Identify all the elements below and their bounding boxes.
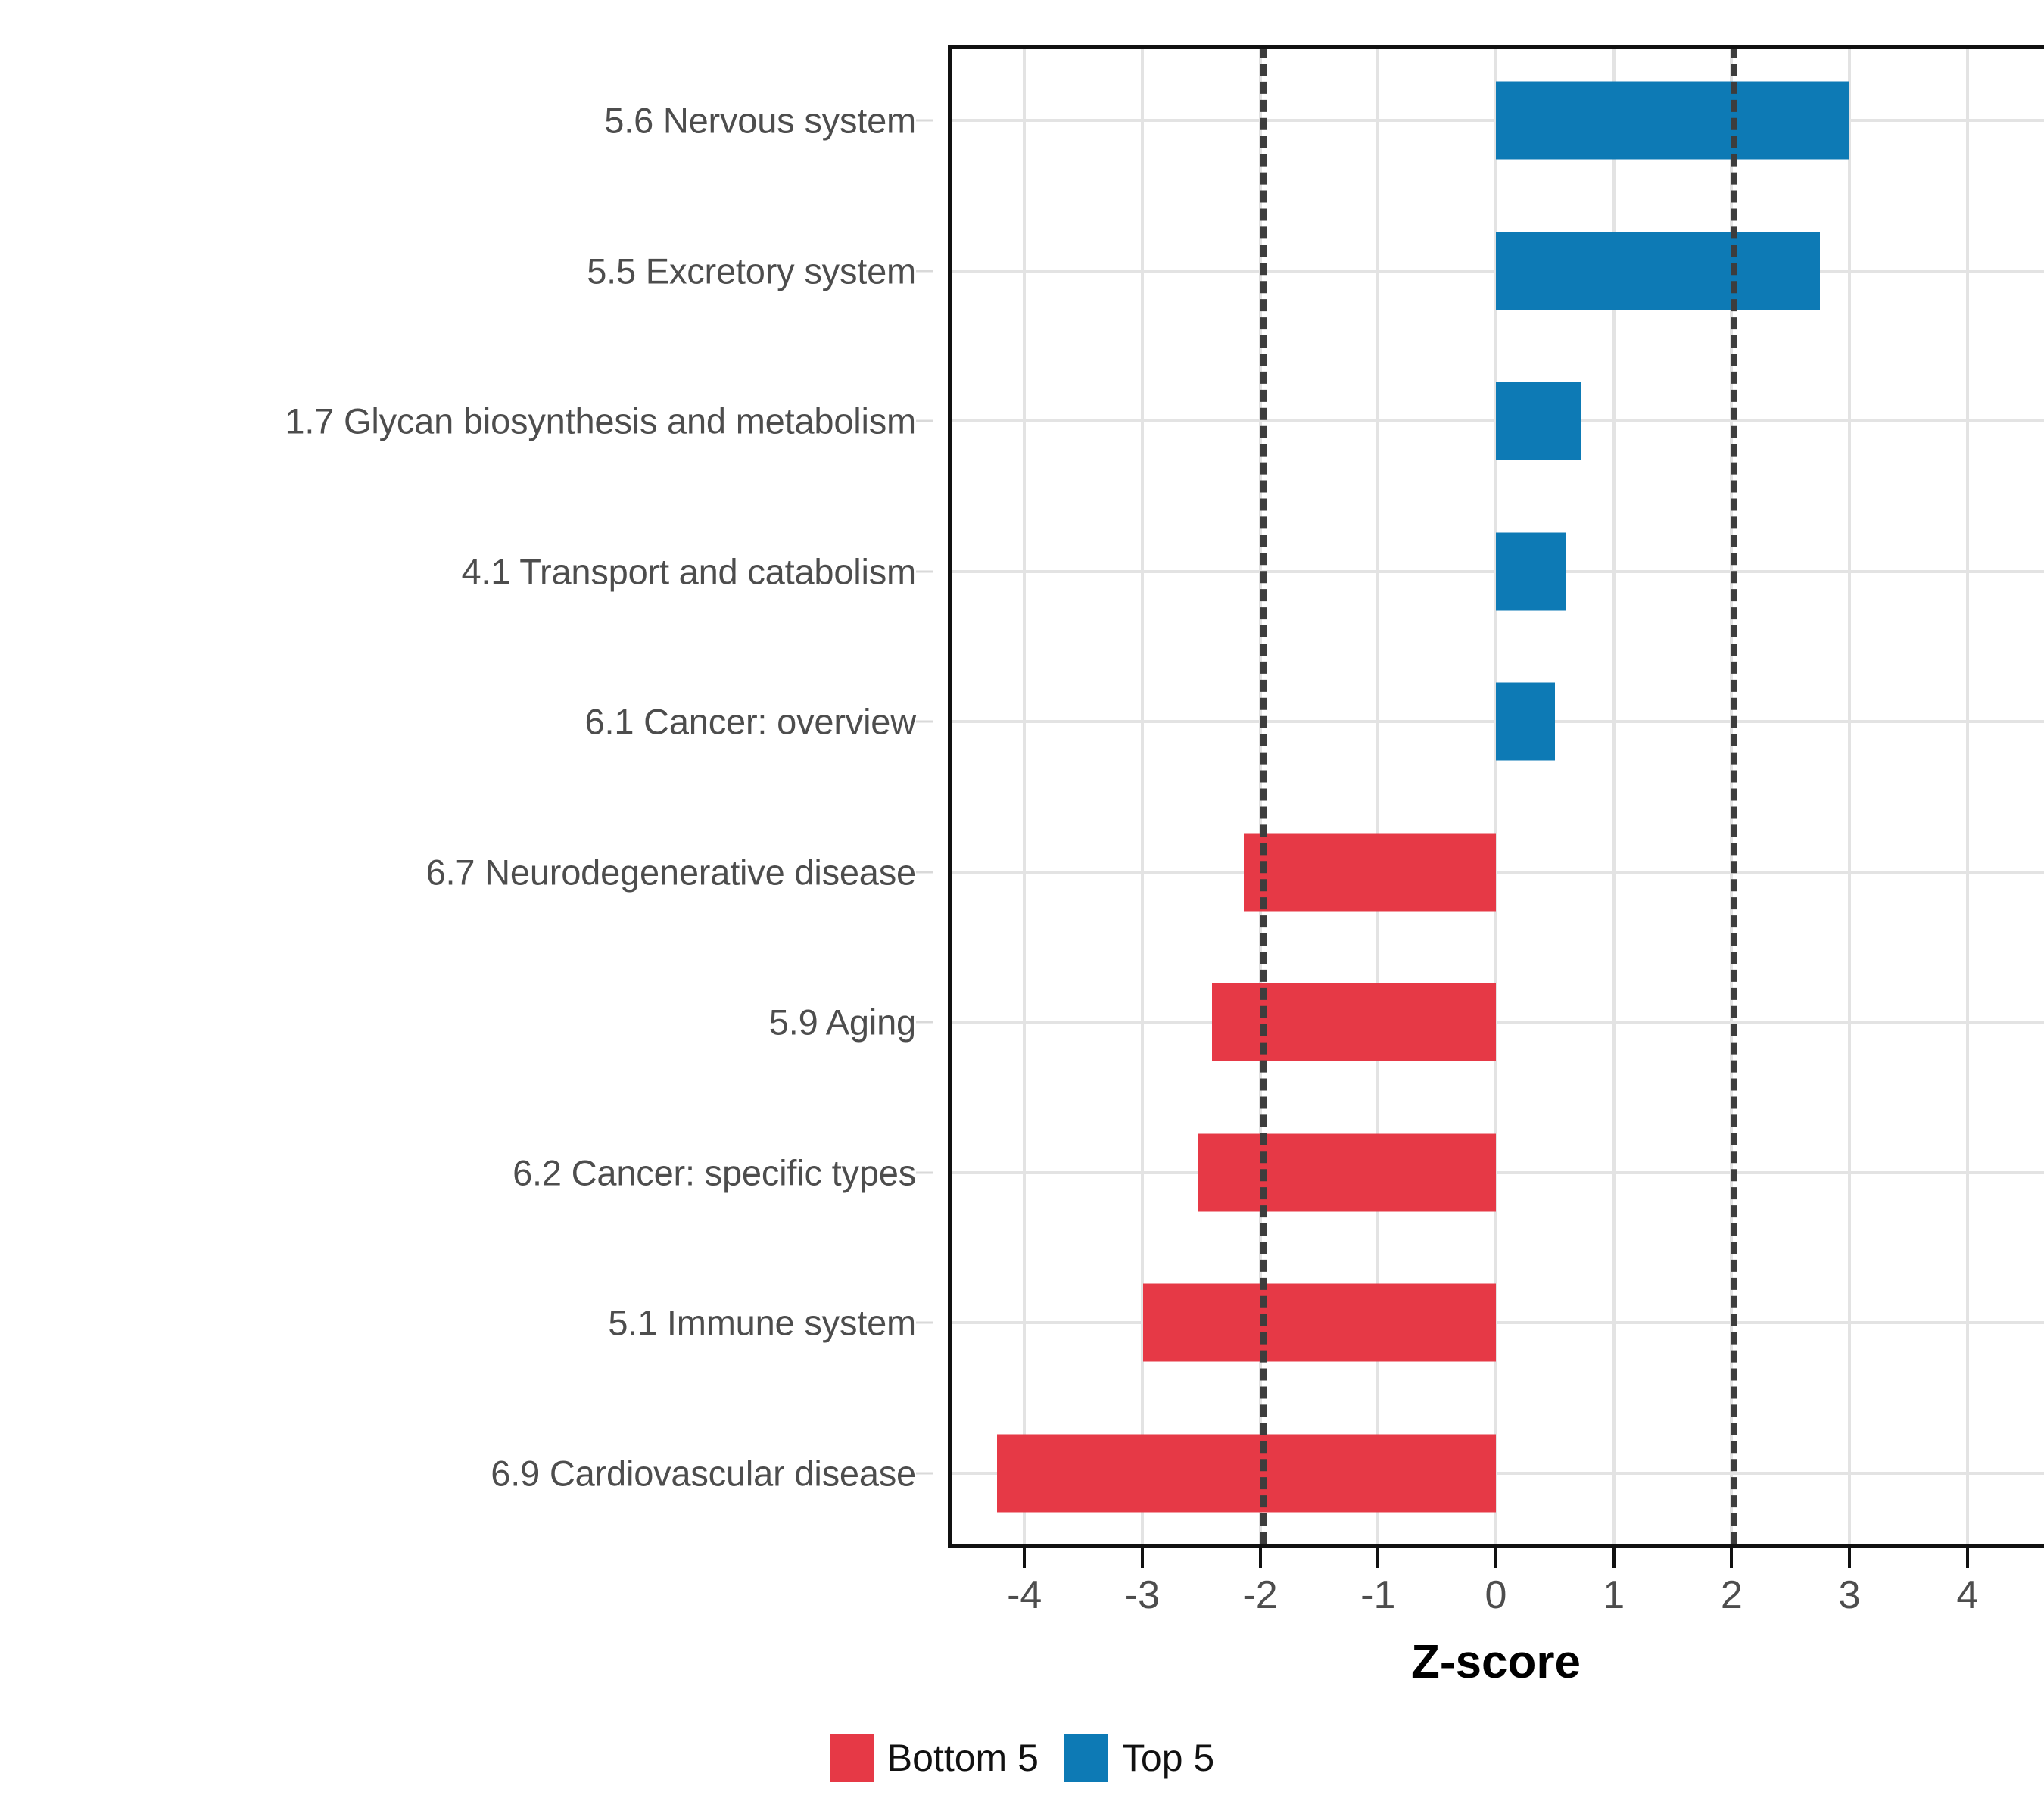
y-axis-tick-label: 4.1 Transport and catabolism: [461, 551, 916, 592]
legend-label: Bottom 5: [886, 1737, 1039, 1779]
x-axis-tick-mark: [1140, 1548, 1144, 1568]
x-axis-tick-mark: [1965, 1548, 1969, 1568]
bar: [1143, 1283, 1496, 1362]
y-axis-tick-mark: [916, 570, 933, 573]
x-axis-ticks: -4 -3 -2 -1 0 1 2 3 4: [948, 1548, 2044, 1617]
y-axis-tick-label: 6.2 Cancer: specific types: [513, 1152, 916, 1193]
horizontal-gridline: [948, 1321, 2044, 1325]
y-axis-tick-label: 6.7 Neurodegenerative disease: [425, 852, 917, 893]
x-axis-tick-label: 1: [1603, 1573, 1625, 1617]
x-axis-tick-label: -1: [1360, 1573, 1396, 1617]
x-axis-line: [948, 1544, 2044, 1548]
y-axis-tick-mark: [916, 1171, 933, 1174]
horizontal-gridline: [948, 1471, 2044, 1475]
x-axis-tick-label: -2: [1242, 1573, 1278, 1617]
y-axis-tick-label: 5.5 Excretory system: [587, 251, 916, 291]
y-axis-tick-label: 5.9 Aging: [768, 1002, 916, 1043]
legend-swatch: [829, 1734, 874, 1782]
vertical-gridline: [1848, 45, 1852, 1544]
x-axis-tick-mark: [1494, 1548, 1497, 1568]
bar: [1496, 532, 1567, 611]
x-axis-tick-mark: [1258, 1548, 1262, 1568]
chart-legend: Bottom 5 Top 5: [0, 1734, 2044, 1782]
bar: [1496, 81, 1850, 160]
y-axis-tick-mark: [916, 1472, 933, 1475]
x-axis-tick-label: -3: [1124, 1573, 1161, 1617]
reference-line: [1731, 45, 1738, 1544]
bar: [1496, 232, 1821, 310]
vertical-gridline: [1376, 45, 1380, 1544]
legend-item[interactable]: Bottom 5: [829, 1734, 1039, 1782]
bar: [997, 1434, 1496, 1513]
x-axis-tick-label: 3: [1838, 1573, 1861, 1617]
x-axis-tick-label: 0: [1485, 1573, 1507, 1617]
bar: [1496, 682, 1555, 761]
horizontal-gridline: [948, 1021, 2044, 1024]
y-axis-tick-label: 6.9 Cardiovascular disease: [491, 1453, 916, 1494]
x-axis-tick-mark: [1376, 1548, 1380, 1568]
horizontal-gridline: [948, 1170, 2044, 1174]
y-axis-tick-mark: [916, 1321, 933, 1324]
x-axis-tick-mark: [1848, 1548, 1852, 1568]
bar: [1198, 1133, 1496, 1212]
x-axis-tick-mark: [1730, 1548, 1734, 1568]
y-axis-tick-mark: [916, 720, 933, 723]
y-axis-tick-label: 6.1 Cancer: overview: [584, 701, 917, 742]
y-axis-tick-label: 1.7 Glycan biosynthesis and metabolism: [285, 400, 916, 441]
y-axis-tick-label: 5.1 Immune system: [608, 1302, 916, 1343]
y-axis-tick-mark: [916, 1021, 933, 1024]
x-axis-tick-mark: [1612, 1548, 1616, 1568]
legend-item[interactable]: Top 5: [1064, 1734, 1214, 1782]
y-axis-tick-mark: [916, 871, 933, 874]
x-axis-tick-label: -4: [1007, 1573, 1042, 1617]
y-axis-tick-mark: [916, 419, 933, 422]
bar: [1243, 833, 1496, 912]
vertical-gridline: [1140, 45, 1144, 1544]
y-axis-tick-mark: [916, 270, 933, 273]
legend-swatch: [1064, 1734, 1108, 1782]
x-axis-tick-label: 2: [1720, 1573, 1743, 1617]
x-axis-tick-label: 4: [1956, 1573, 1979, 1617]
x-axis-tick-mark: [1023, 1548, 1027, 1568]
vertical-gridline: [1023, 45, 1027, 1544]
vertical-gridline: [1612, 45, 1616, 1544]
bar: [1496, 382, 1581, 460]
x-axis-title: Z-score: [1411, 1636, 1581, 1688]
legend-label: Top 5: [1121, 1737, 1215, 1779]
panel-border: [948, 45, 2044, 1548]
y-axis-labels: 5.6 Nervous system 5.5 Excretory system 1.…: [0, 45, 933, 1548]
vertical-gridline: [1494, 45, 1497, 1544]
y-axis-tick-mark: [916, 119, 933, 122]
reference-line: [1260, 45, 1267, 1544]
bar: [1211, 983, 1496, 1061]
y-axis-tick-label: 5.6 Nervous system: [604, 100, 916, 141]
plot-panel: [948, 45, 2044, 1548]
horizontal-gridline: [948, 870, 2044, 874]
vertical-gridline: [1965, 45, 1969, 1544]
